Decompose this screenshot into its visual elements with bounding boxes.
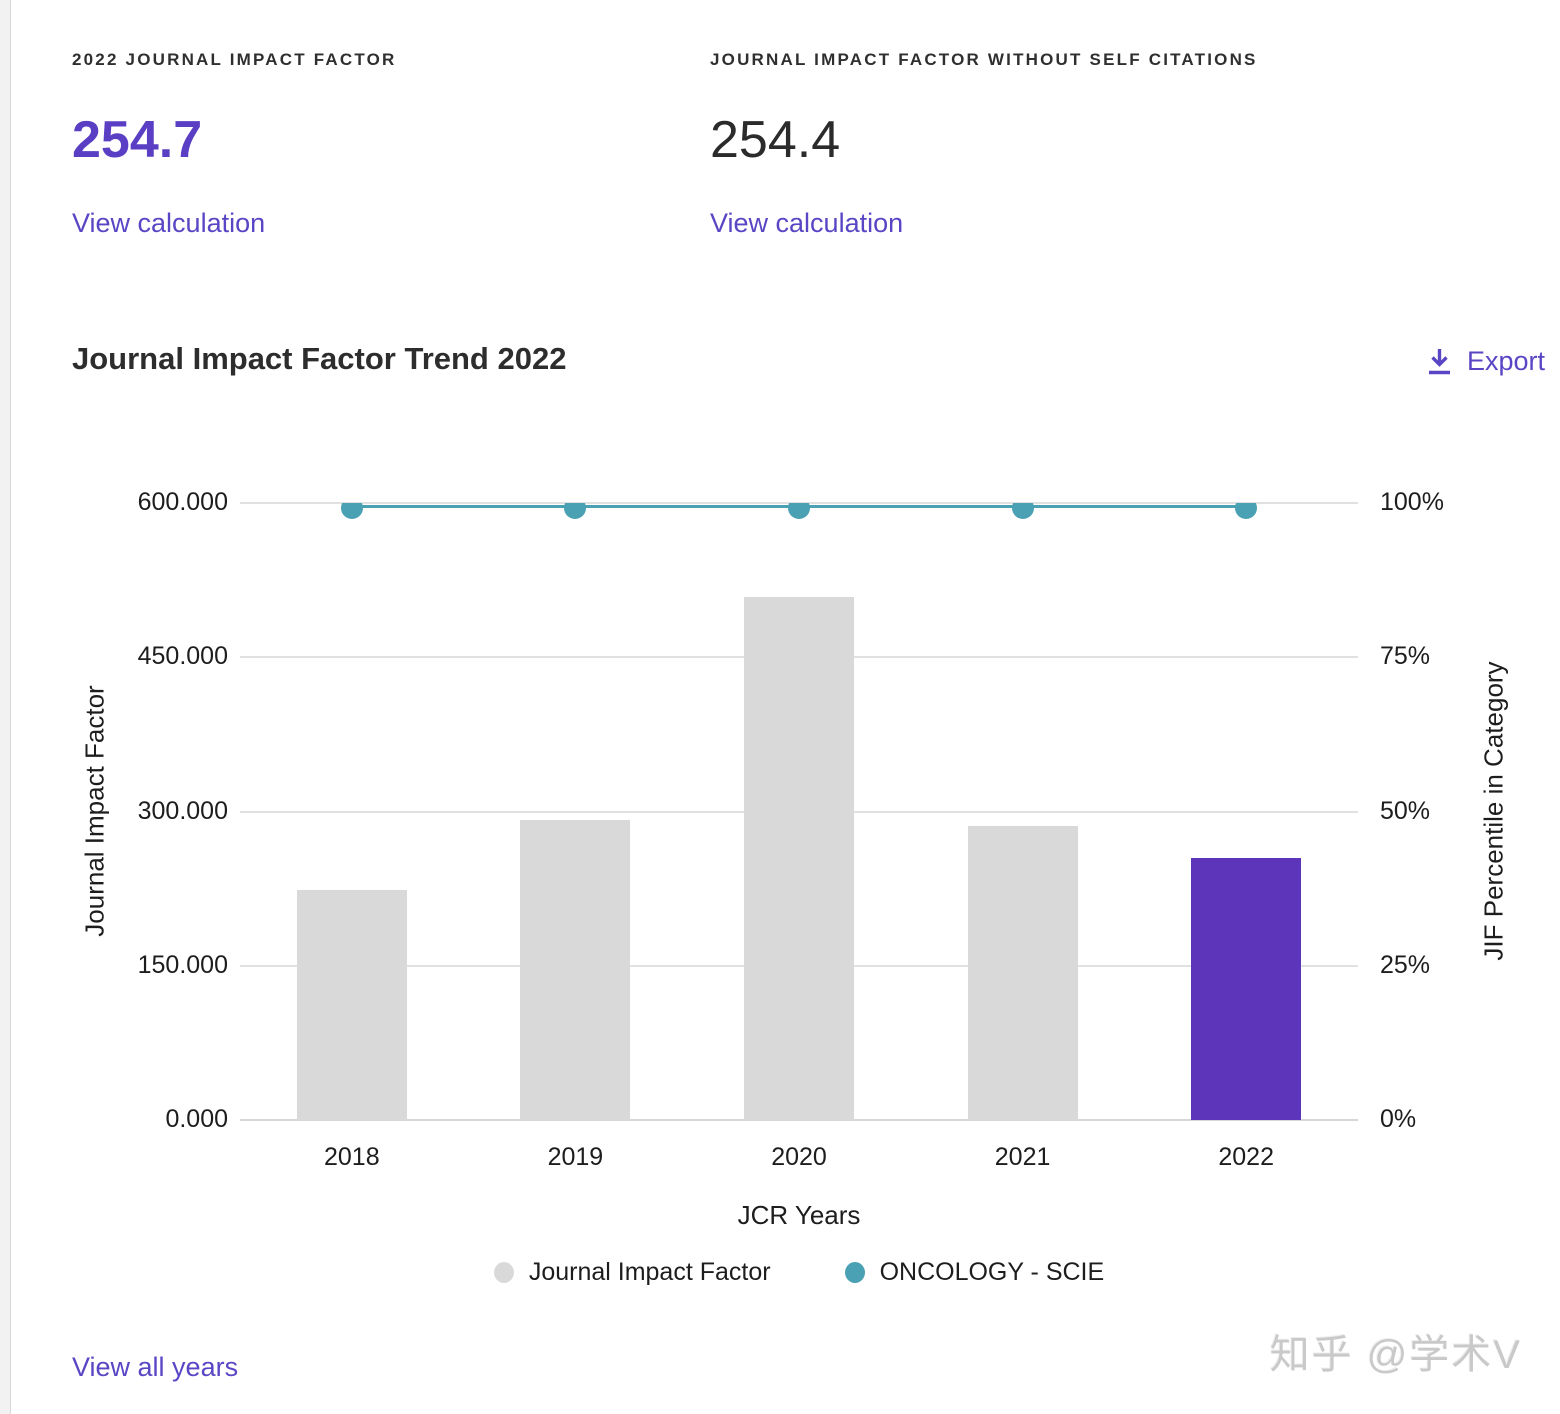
jif-view-calculation-link[interactable]: View calculation (72, 208, 266, 238)
jif-2022-label: 2022 JOURNAL IMPACT FACTOR (72, 50, 397, 69)
percentile-point-2019[interactable] (564, 503, 587, 519)
x-tick-2020: 2020 (771, 1143, 827, 1171)
view-all-years-link[interactable]: View all years (72, 1352, 239, 1382)
x-tick-2018: 2018 (323, 1143, 380, 1171)
y-axis-left-tick: 150.000 (137, 950, 228, 979)
jif-no-self-citations-value: 254.4 (710, 111, 841, 169)
y-axis-right-tick: 75% (1380, 642, 1431, 671)
y-axis-right-tick: 25% (1380, 950, 1431, 979)
jif-no-self-citations-label: JOURNAL IMPACT FACTOR WITHOUT SELF CITAT… (710, 50, 1258, 69)
bar-2020[interactable] (744, 596, 854, 1120)
percentile-point-2021[interactable] (1011, 503, 1034, 519)
right-axis-title: JIF Percentile in Category (1478, 661, 1509, 961)
watermark: 知乎 @学术V (1269, 1333, 1522, 1377)
y-axis-right-tick: 0% (1380, 1105, 1417, 1133)
x-tick-2022: 2022 (1218, 1143, 1274, 1171)
y-axis-left-tick: 300.000 (137, 796, 228, 825)
export-button[interactable]: Export (1426, 346, 1545, 377)
trend-section-title: Journal Impact Factor Trend 2022 (72, 341, 567, 376)
left-axis-title: Journal Impact Factor (79, 685, 110, 937)
gridline (240, 1119, 1358, 1121)
y-axis-left-tick: 600.000 (137, 488, 228, 516)
left-gutter (0, 0, 11, 1414)
download-icon (1426, 347, 1453, 376)
y-axis-left-tick: 450.000 (137, 642, 228, 671)
bar-2022[interactable] (1191, 858, 1302, 1120)
plot-area (240, 503, 1358, 1120)
y-axis-right-tick: 50% (1380, 796, 1431, 825)
legend-item-oncology-scie[interactable]: ONCOLOGY - SCIE (844, 1258, 1105, 1287)
export-label: Export (1466, 346, 1545, 376)
y-axis-left-tick: 0.000 (165, 1105, 228, 1133)
legend-dot-teal (844, 1262, 865, 1283)
percentile-point-2022[interactable] (1235, 503, 1258, 519)
chart-legend: Journal Impact Factor ONCOLOGY - SCIE (240, 1258, 1358, 1287)
bar-2019[interactable] (520, 819, 631, 1120)
percentile-point-2020[interactable] (788, 503, 810, 519)
legend-label: ONCOLOGY - SCIE (879, 1258, 1105, 1286)
x-tick-2021: 2021 (994, 1143, 1051, 1171)
x-tick-2019: 2019 (547, 1143, 604, 1171)
jif-no-self-citations-view-calculation-link[interactable]: View calculation (710, 208, 904, 238)
legend-label: Journal Impact Factor (528, 1258, 771, 1286)
legend-item-journal-impact-factor[interactable]: Journal Impact Factor (493, 1258, 771, 1287)
jif-2022-value: 254.7 (72, 111, 203, 169)
percentile-point-2018[interactable] (340, 503, 363, 519)
legend-dot-gray (493, 1262, 514, 1283)
y-axis-right-tick: 100% (1380, 488, 1444, 516)
x-axis-title: JCR Years (737, 1200, 861, 1230)
bar-2021[interactable] (967, 825, 1078, 1120)
bar-2018[interactable] (296, 889, 407, 1120)
